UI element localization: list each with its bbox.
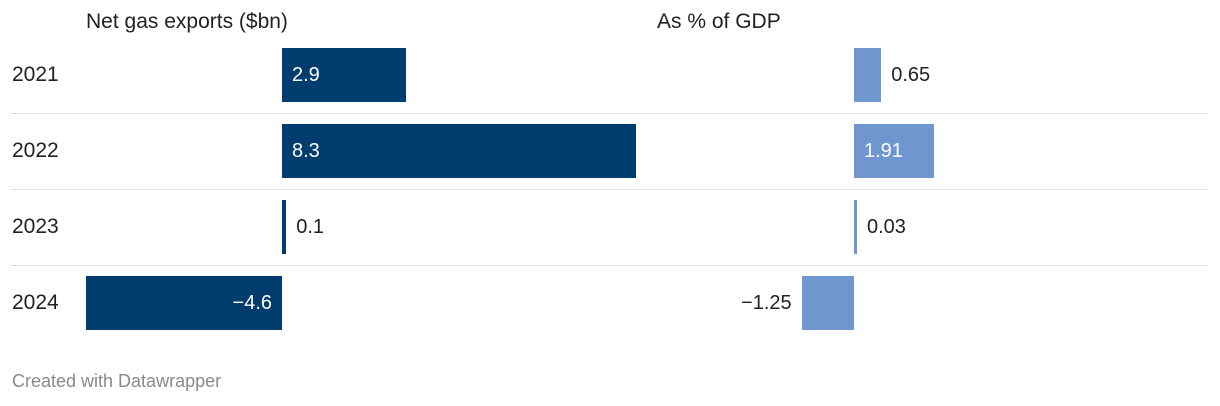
bar-net-gas-exports [86,276,282,330]
data-label: 0.03 [867,216,906,238]
bar-pct-gdp [854,200,857,254]
data-label: −4.6 [232,292,272,314]
chart-row: 2024 −4.6 −1.25 [0,276,1220,352]
footer-credit: Created with Datawrapper [12,371,222,391]
bar-net-gas-exports [282,48,406,102]
series-title-net-gas-exports: Net gas exports ($bn) [86,10,288,33]
chart-row: 2022 8.3 1.91 [0,124,1220,200]
category-label: 2021 [12,63,59,86]
bar-pct-gdp [854,124,935,178]
chart-row: 2023 0.1 0.03 [0,200,1220,276]
category-label: 2024 [12,291,59,314]
row-divider [12,189,1208,190]
bar-net-gas-exports [282,200,287,254]
row-divider [12,265,1208,266]
data-label: 1.91 [864,140,903,162]
category-label: 2022 [12,139,59,162]
series-title-pct-gdp: As % of GDP [657,10,781,33]
data-label: 0.65 [891,64,931,86]
chart-row: 2021 2.9 0.65 [0,48,1220,124]
row-divider [12,113,1208,114]
data-label: 8.3 [292,140,320,162]
data-label: 0.1 [296,216,325,238]
bar-net-gas-exports [282,124,636,178]
data-label: −1.25 [741,292,792,314]
bar-pct-gdp [801,276,854,330]
category-label: 2023 [12,215,59,238]
bar-pct-gdp [854,48,882,102]
data-label: 2.9 [292,64,320,86]
